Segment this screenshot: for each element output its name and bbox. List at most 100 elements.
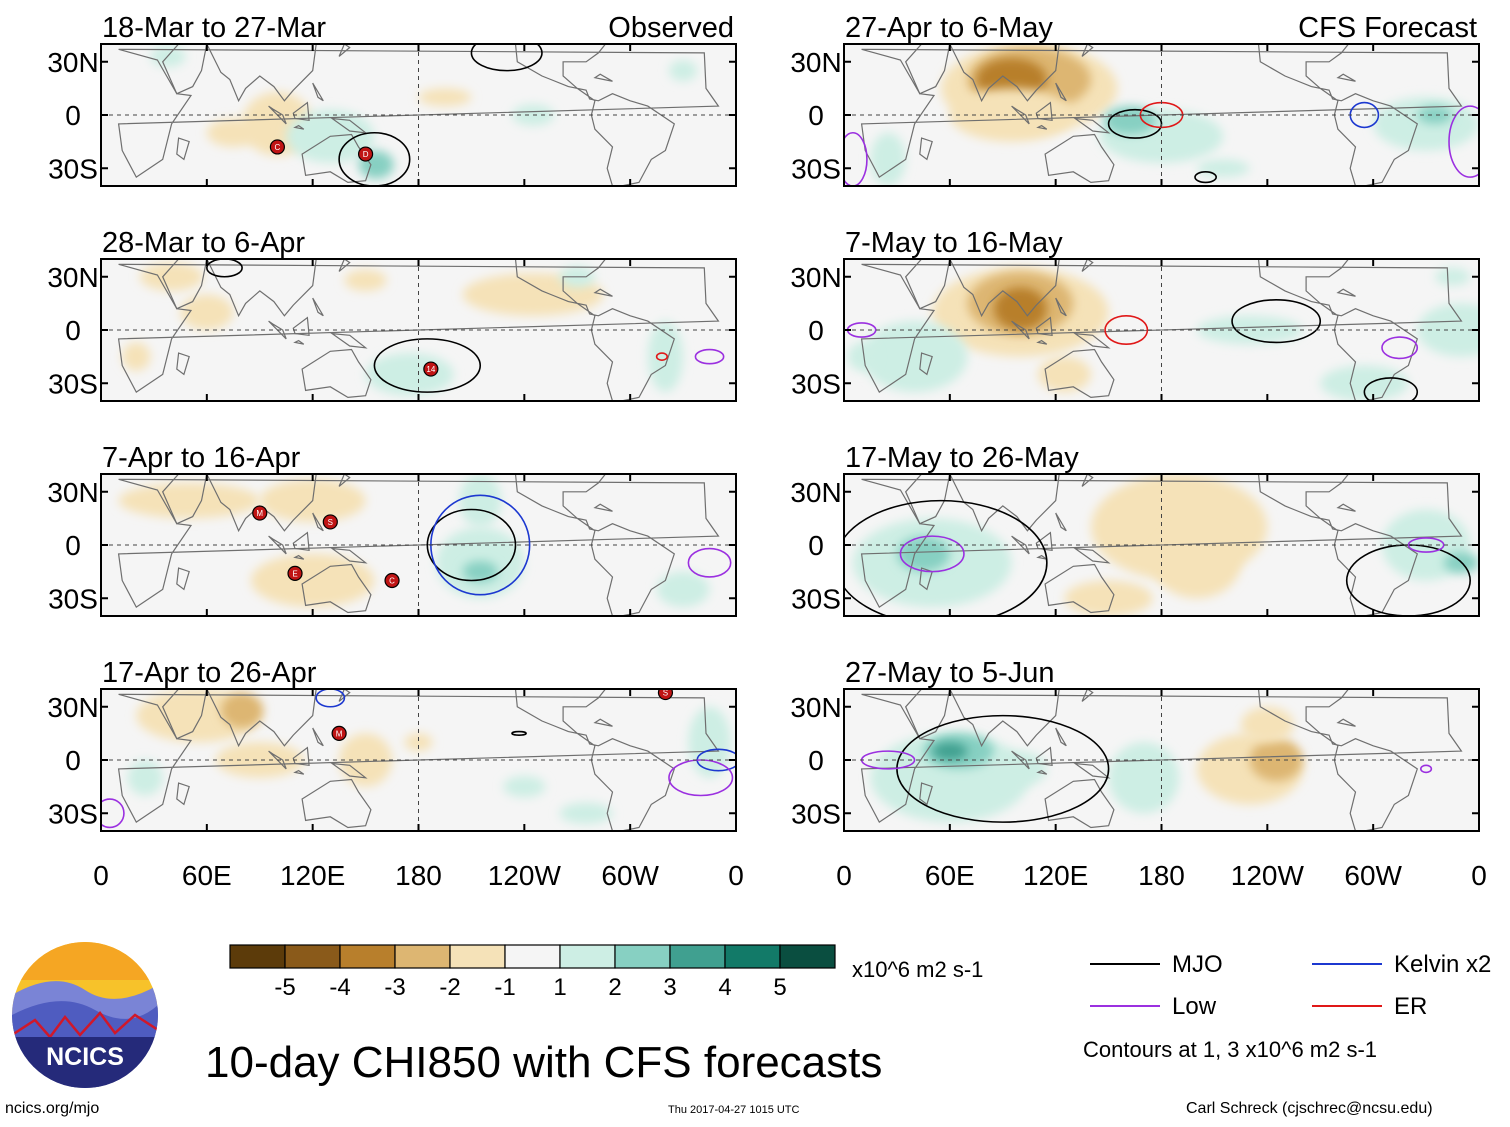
anomaly-shading <box>847 342 876 371</box>
land-outline <box>919 782 933 806</box>
anomaly-shading <box>1434 267 1471 286</box>
storm-letter: S <box>663 689 668 698</box>
land-outline <box>161 44 317 103</box>
colorbar-swatch <box>339 944 396 969</box>
anomaly-shading <box>206 118 260 147</box>
forecast-label: CFS Forecast <box>1298 12 1477 44</box>
anomaly-shading <box>1196 159 1250 178</box>
land-outline <box>1336 73 1356 82</box>
land-outline <box>1036 339 1048 345</box>
land-outline <box>293 124 305 130</box>
source-url[interactable]: ncics.org/mjo <box>5 1100 100 1117</box>
anomaly-shading <box>870 132 906 186</box>
land-outline <box>1257 44 1419 186</box>
x-tick-label: 60W <box>1344 860 1402 891</box>
land-outline <box>1072 117 1111 134</box>
y-tick-label: 0 <box>65 100 81 131</box>
land-outline <box>338 44 351 57</box>
wave-contour <box>315 689 346 708</box>
land-outline <box>338 474 351 487</box>
colorbar-tick-label: 2 <box>608 974 621 1001</box>
land-outline <box>1035 316 1053 336</box>
land-outline <box>1011 320 1030 340</box>
wave-contour <box>844 131 868 186</box>
anomaly-shading <box>647 321 684 393</box>
colorbar-tick-label: -3 <box>384 974 405 1001</box>
panel-field: M S E C <box>117 474 732 616</box>
colorbar-swatch <box>394 944 451 969</box>
land-outline <box>1257 259 1419 401</box>
y-tick-label: 0 <box>808 745 824 776</box>
x-tick-label: 0 <box>728 860 744 891</box>
land-outline <box>312 82 324 102</box>
colorbar-swatch <box>559 944 616 969</box>
colorbar-swatch <box>229 944 286 969</box>
wave-contour <box>101 798 125 829</box>
anomaly-shading <box>404 733 433 752</box>
panel-field <box>846 259 1479 401</box>
y-tick-label: 0 <box>65 745 81 776</box>
anomaly-shading <box>559 802 613 824</box>
land-outline <box>293 769 305 775</box>
y-tick-label: 0 <box>65 315 81 346</box>
land-outline <box>514 44 676 186</box>
land-outline <box>1036 554 1048 560</box>
colorbar-tick-label: -4 <box>329 974 350 1001</box>
panel-field <box>844 474 1479 616</box>
x-tick-label: 180 <box>1138 860 1185 891</box>
land-outline <box>1336 718 1356 727</box>
tropical-storm-marker <box>384 572 400 589</box>
land-outline <box>1072 762 1111 779</box>
panel-period-label: 27-May to 5-Jun <box>845 657 1055 689</box>
anomaly-shading <box>1064 580 1153 616</box>
land-outline <box>1011 105 1030 125</box>
y-tick-label: 0 <box>65 530 81 561</box>
land-outline <box>514 474 676 616</box>
anomaly-shading <box>118 482 260 519</box>
land-outline <box>292 531 310 551</box>
legend-label: Low <box>1172 993 1217 1020</box>
land-outline <box>161 259 317 318</box>
land-outline <box>292 316 310 336</box>
colorbar-swatch <box>614 944 671 969</box>
x-tick-label: 0 <box>836 860 852 891</box>
land-outline <box>904 44 1060 103</box>
land-outline <box>860 263 1463 393</box>
land-outline <box>1035 746 1053 766</box>
land-outline <box>919 352 933 376</box>
land-outline <box>1055 297 1067 317</box>
storm-letter: 14 <box>426 365 435 374</box>
land-outline <box>338 259 351 272</box>
land-outline <box>312 297 324 317</box>
x-tick-label: 0 <box>93 860 109 891</box>
wave-contour <box>1104 314 1149 345</box>
tropical-storm-marker <box>322 514 338 530</box>
colorbar-swatch <box>669 944 726 969</box>
y-tick-label: 0 <box>808 530 824 561</box>
land-outline <box>1011 535 1030 555</box>
anomaly-shading <box>215 742 304 778</box>
wave-contour <box>470 44 543 72</box>
y-tick-label: 30S <box>48 153 98 184</box>
y-tick-label: 30N <box>790 262 841 293</box>
land-outline <box>292 746 310 766</box>
wave-contour <box>1231 299 1322 344</box>
anomaly-shading <box>656 571 710 608</box>
wave-contour <box>426 508 517 582</box>
anomaly-shading <box>127 760 163 796</box>
anomaly-shading <box>1417 106 1453 124</box>
anomaly-shading <box>993 287 1047 331</box>
wave-contour <box>655 352 669 361</box>
x-tick-label: 0 <box>1471 860 1487 891</box>
land-outline <box>514 689 676 831</box>
anomaly-shading <box>250 553 375 608</box>
y-tick-label: 0 <box>808 100 824 131</box>
land-outline <box>312 727 324 747</box>
ncics-logo <box>12 942 158 1088</box>
